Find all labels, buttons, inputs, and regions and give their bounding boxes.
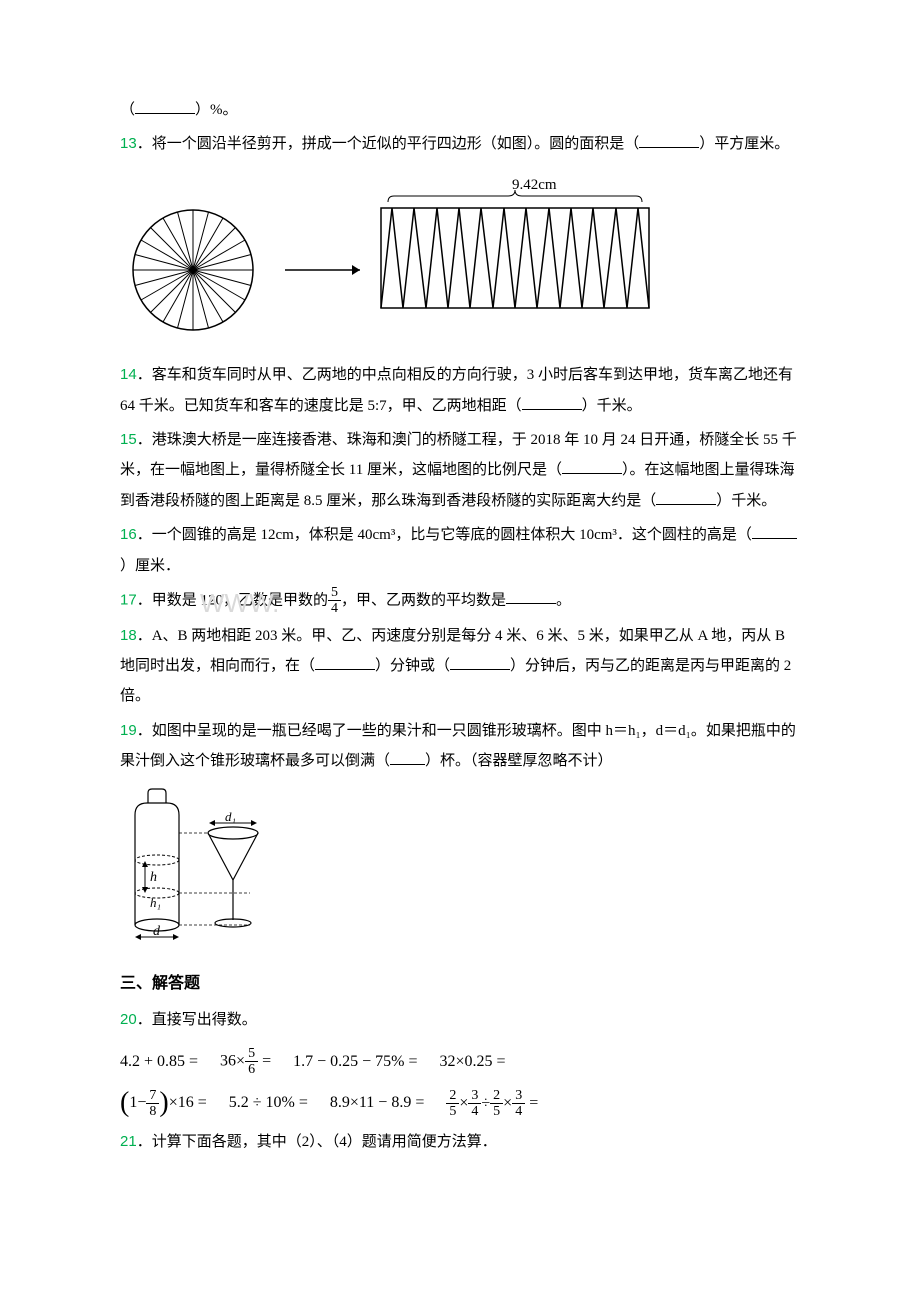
q20: 20．直接写出得数。 (120, 1005, 800, 1035)
q20-r2-e4: 25×34÷25×34 = (446, 1088, 538, 1120)
q15-number: 15 (120, 431, 137, 448)
q17-fraction: 54 (328, 585, 341, 617)
q19-tail: ）杯。（容器壁厚忽略不计） (425, 753, 613, 769)
q14-text: ．客车和货车同时从甲、乙两地的中点向相反的方向行驶，3 小时后客车到达甲地，货车… (120, 367, 793, 413)
q12-text-open: （ (120, 102, 135, 118)
q20-r1-e4: 32×0.25 = (440, 1047, 506, 1077)
q18-mid: ）分钟或（ (375, 658, 450, 674)
q20-r2-e2: 5.2 ÷ 10% = (229, 1088, 308, 1118)
q20-r1-e3: 1.7 − 0.25 − 75% = (293, 1047, 417, 1077)
q15-tail: ）千米。 (716, 493, 776, 509)
q18-blank-2 (450, 652, 510, 670)
q17-frac-num: 5 (328, 585, 341, 601)
q16-blank (752, 521, 797, 539)
q13-tail: ）平方厘米。 (699, 136, 789, 152)
q16-tail: ）厘米． (120, 558, 180, 574)
q19-label-d1: d₁ (225, 809, 236, 824)
q13-label-942: 9.42cm (512, 177, 557, 193)
q17-text-b: ，甲、乙两数的平均数是 (341, 592, 506, 608)
q19-number: 19 (120, 722, 137, 739)
q19-blank (390, 747, 425, 765)
q12-blank (135, 96, 195, 114)
q12-text-close: ）%。 (195, 102, 238, 118)
q20-number: 20 (120, 1011, 137, 1028)
q20-r2-e3: 8.9×11 − 8.9 = (330, 1088, 424, 1118)
q17-number: 17 (120, 591, 137, 608)
q15: 15．港珠澳大桥是一座连接香港、珠海和澳门的桥隧工程，于 2018 年 10 月… (120, 425, 800, 516)
q13-number: 13 (120, 135, 137, 152)
q13-blank (639, 130, 699, 148)
q21-text: ．计算下面各题，其中（2）、（4）题请用简便方法算． (137, 1134, 497, 1150)
section-3-title: 三、解答题 (120, 969, 800, 999)
q14-blank (522, 392, 582, 410)
q19: 19．如图中呈现的是一瓶已经喝了一些的果汁和一只圆锥形玻璃杯。图中 h＝h₁，d… (120, 716, 800, 777)
q20-row1: 4.2 + 0.85 = 36×56 = 1.7 − 0.25 − 75% = … (120, 1046, 800, 1078)
q16-number: 16 (120, 526, 137, 543)
q14-tail: ）千米。 (582, 398, 642, 414)
q18-number: 18 (120, 627, 137, 644)
q20-r2-e1: (1−78)×16 = (120, 1088, 207, 1120)
q17-blank (506, 586, 556, 604)
q21: 21．计算下面各题，其中（2）、（4）题请用简便方法算． (120, 1127, 800, 1157)
q17-text-a: ．甲数是 120，乙数是甲数的 (137, 592, 328, 608)
q13-figure: 9.42cm (120, 172, 800, 348)
circle-to-parallelogram-svg: 9.42cm (120, 172, 680, 337)
q18-blank-1 (315, 652, 375, 670)
q13-text: ．将一个圆沿半径剪开，拼成一个近似的平行四边形（如图）。圆的面积是（ (137, 136, 640, 152)
jar-cone-svg: h h₁ d d₁ (120, 785, 290, 940)
q19-label-h: h (150, 870, 157, 885)
q20-row2: (1−78)×16 = 5.2 ÷ 10% = 8.9×11 − 8.9 = 2… (120, 1088, 800, 1120)
q19-label-h1: h₁ (150, 895, 161, 910)
q20-r1-e2: 36×56 = (220, 1046, 271, 1078)
q14-number: 14 (120, 366, 137, 383)
q15-blank-2 (656, 487, 716, 505)
q13: 13．将一个圆沿半径剪开，拼成一个近似的平行四边形（如图）。圆的面积是（ ）平方厘… (120, 129, 800, 159)
q16: 16．一个圆锥的高是 12cm，体积是 40cm³，比与它等底的圆柱体积大 10… (120, 520, 800, 581)
q21-number: 21 (120, 1133, 137, 1150)
q20-text: ．直接写出得数。 (137, 1012, 257, 1028)
q20-r1-e1: 4.2 + 0.85 = (120, 1047, 198, 1077)
q17-frac-den: 4 (328, 601, 341, 616)
q19-label-d: d (153, 924, 161, 939)
q15-blank-1 (562, 456, 622, 474)
q16-text: ．一个圆锥的高是 12cm，体积是 40cm³，比与它等底的圆柱体积大 10cm… (137, 527, 752, 543)
q14: 14．客车和货车同时从甲、乙两地的中点向相反的方向行驶，3 小时后客车到达甲地，… (120, 360, 800, 421)
q19-figure: h h₁ d d₁ (120, 785, 800, 951)
q17: WWW. 17．甲数是 120，乙数是甲数的54，甲、乙两数的平均数是。 (120, 585, 800, 617)
q17-tail: 。 (556, 592, 571, 608)
q12-tail: （ ）%。 (120, 95, 800, 125)
q18: 18．A、B 两地相距 203 米。甲、乙、丙速度分别是每分 4 米、6 米、5… (120, 621, 800, 712)
